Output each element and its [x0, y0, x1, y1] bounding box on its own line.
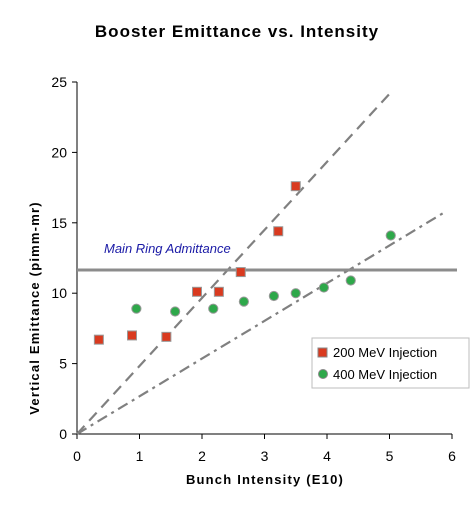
point-400mev — [208, 303, 219, 314]
point-200mev — [161, 331, 172, 342]
y-ticks: 0 5 10 15 20 25 — [51, 74, 77, 442]
x-tick-label: 2 — [198, 448, 206, 464]
y-tick-label: 5 — [59, 356, 67, 372]
legend-box — [311, 337, 470, 389]
x-tick-label: 0 — [73, 448, 81, 464]
data-points — [93, 181, 396, 345]
x-tick-label: 6 — [448, 448, 456, 464]
y-tick-label: 25 — [51, 74, 67, 90]
y-tick-label: 10 — [51, 285, 67, 301]
dashed-fit-line — [76, 89, 394, 435]
y-tick-label: 20 — [51, 144, 67, 160]
point-200mev — [235, 267, 246, 278]
legend-marker-200mev — [317, 347, 328, 358]
point-400mev — [238, 296, 249, 307]
point-400mev — [170, 306, 181, 317]
x-tick-label: 3 — [261, 448, 269, 464]
point-400mev — [268, 290, 279, 302]
x-axis-label: Bunch Intensity (E10) — [186, 472, 344, 487]
main-ring-admittance-label: Main Ring Admittance — [104, 241, 231, 256]
y-tick-label: 15 — [51, 215, 67, 231]
chart-title: Booster Emittance vs. Intensity — [95, 22, 379, 41]
point-400mev — [318, 282, 329, 293]
legend-label-200mev: 200 MeV Injection — [333, 345, 437, 360]
legend: 200 MeV Injection 400 MeV Injection — [311, 337, 470, 389]
x-tick-label: 5 — [386, 448, 394, 464]
y-tick-label: 0 — [59, 426, 67, 442]
admittance-group: Main Ring Admittance — [77, 241, 457, 272]
point-400mev — [385, 230, 396, 241]
x-ticks: 0 1 2 3 4 5 6 — [73, 434, 456, 464]
legend-label-400mev: 400 MeV Injection — [333, 367, 437, 382]
point-200mev — [93, 334, 104, 345]
point-200mev — [192, 286, 202, 297]
legend-marker-400mev — [318, 369, 328, 379]
point-400mev — [131, 303, 142, 314]
x-tick-label: 4 — [323, 448, 331, 464]
point-400mev — [345, 275, 356, 286]
y-axis-label: Vertical Emittance (pimm-mr) — [27, 201, 42, 415]
axes: 0 1 2 3 4 5 6 0 5 10 15 20 25 — [51, 74, 456, 464]
point-400mev — [290, 288, 301, 299]
reference-lines — [76, 89, 447, 435]
point-200mev — [290, 181, 301, 192]
point-200mev — [273, 226, 284, 237]
point-200mev — [127, 330, 137, 341]
x-tick-label: 1 — [136, 448, 144, 464]
point-200mev — [213, 286, 224, 297]
